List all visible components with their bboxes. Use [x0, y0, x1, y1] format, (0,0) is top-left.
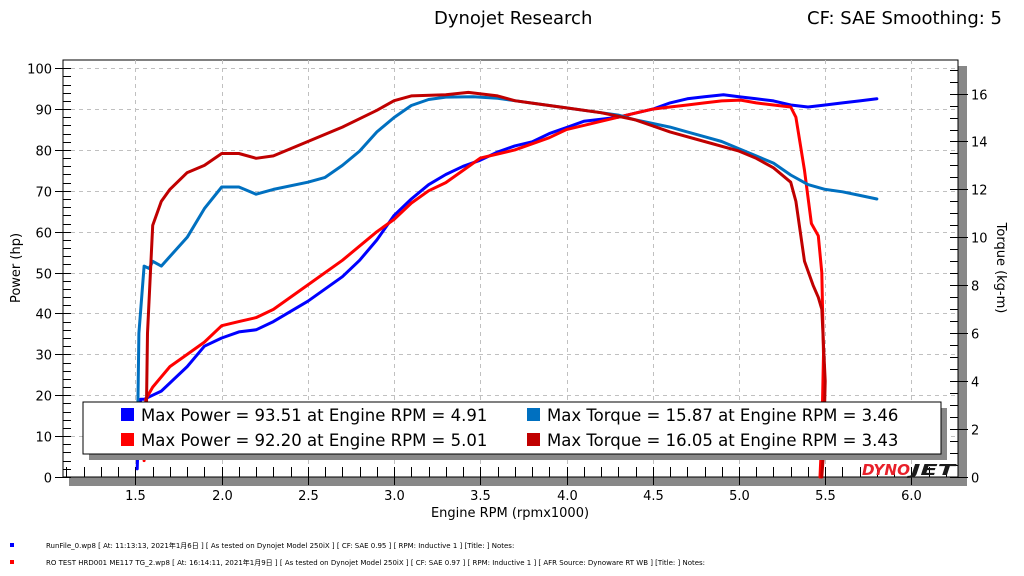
y-tick-label: 40: [35, 308, 52, 323]
legend-item: Max Power = 92.20 at Engine RPM = 5.01: [141, 431, 487, 450]
y-tick-label: 50: [35, 268, 52, 283]
y2-tick-label: 16: [971, 89, 988, 104]
series-line: [144, 90, 827, 479]
y-tick-label: 10: [35, 431, 52, 446]
x-tick-label: 6.0: [901, 489, 922, 504]
y2-tick-label: 10: [971, 232, 988, 247]
x-tick-label: 4.5: [643, 489, 664, 504]
logo-text-black: JET: [906, 461, 958, 479]
legend-swatch: [527, 433, 540, 446]
run-color-swatch: [10, 560, 14, 564]
y2-tick-label: 2: [971, 424, 979, 439]
x-tick-label: 2.5: [298, 489, 319, 504]
x-tick-label: 5.5: [815, 489, 836, 504]
legend-box: [82, 401, 942, 455]
y-tick-label: 60: [35, 227, 52, 242]
y2-tick-label: 4: [971, 376, 979, 391]
y2-tick-label: 8: [971, 280, 979, 295]
series-group: [135, 90, 879, 479]
legend: Max Power = 93.51 at Engine RPM = 4.91 M…: [82, 401, 947, 460]
x-tick-label: 3.5: [470, 489, 491, 504]
y2-axis-title: Torque (kg-m): [993, 222, 1008, 314]
run-color-swatch: [10, 543, 14, 547]
legend-swatch: [121, 433, 134, 446]
x-tick-label: 1.5: [125, 489, 146, 504]
y-tick-label: 30: [35, 349, 52, 364]
y-tick-label: 0: [44, 472, 52, 487]
y2-tick-label: 6: [971, 328, 979, 343]
legend-item: Max Power = 93.51 at Engine RPM = 4.91: [141, 406, 487, 425]
y-tick-label: 100: [27, 63, 52, 78]
x-axis-title: Engine RPM (rpmx1000): [431, 506, 589, 521]
legend-swatch: [121, 408, 134, 421]
dynojet-logo: DYNO JET: [862, 461, 958, 479]
y-tick-label: 80: [35, 145, 52, 160]
y2-tick-label: 0: [971, 472, 979, 487]
x-tick-label: 3.0: [384, 489, 405, 504]
y2-tick-label: 12: [971, 184, 988, 199]
y-tick-label: 70: [35, 186, 52, 201]
run-info-text: RunFile_0.wp8 [ At: 11:13:13, 2021年1月6日 …: [46, 542, 515, 550]
legend-item: Max Torque = 15.87 at Engine RPM = 3.46: [547, 406, 898, 425]
x-tick-label: 5.0: [729, 489, 750, 504]
legend-item: Max Torque = 16.05 at Engine RPM = 3.43: [547, 431, 898, 450]
y-tick-label: 20: [35, 390, 52, 405]
chart-title: Dynojet Research: [434, 8, 593, 29]
series-line: [135, 95, 879, 455]
correction-info: CF: SAE Smoothing: 5: [807, 8, 1003, 29]
series-line: [142, 98, 825, 479]
y2-tick-label: 14: [971, 136, 988, 151]
x-tick-label: 4.0: [557, 489, 578, 504]
legend-swatch: [527, 408, 540, 421]
y-tick-label: 90: [35, 104, 52, 119]
run-info-text: RO TEST HRD001 ME117 TG_2.wp8 [ At: 16:1…: [46, 559, 706, 567]
logo-text-red: DYNO: [862, 461, 910, 479]
y-axis-title: Power (hp): [9, 233, 24, 303]
x-tick-label: 2.0: [212, 489, 233, 504]
